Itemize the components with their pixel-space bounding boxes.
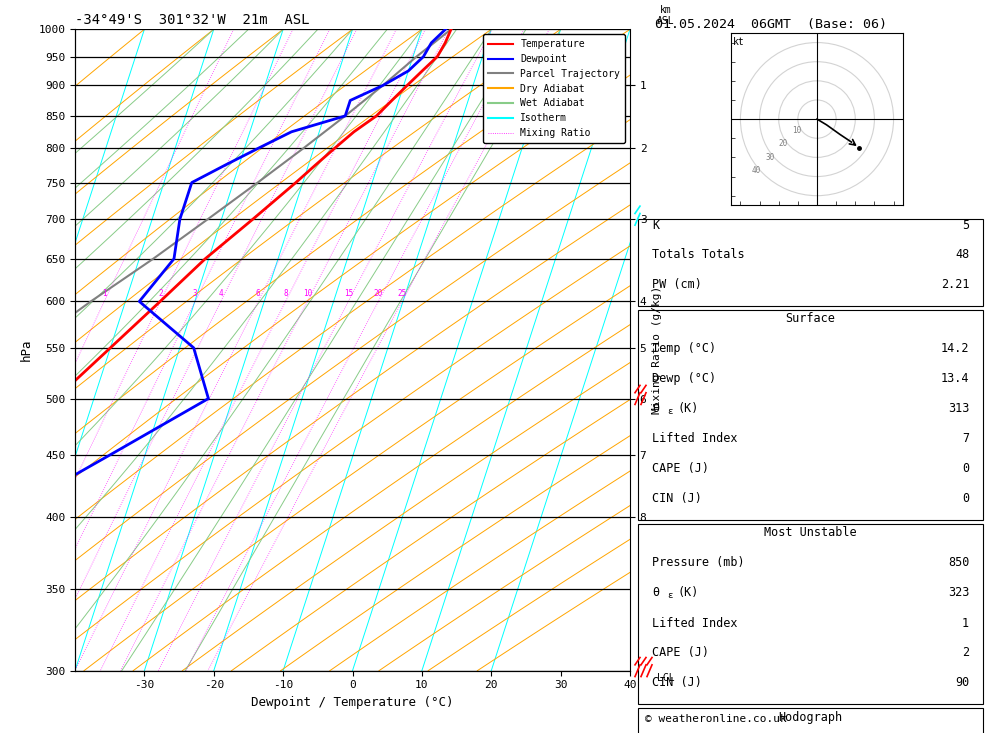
Text: 7: 7 [962,432,969,446]
Text: 20: 20 [374,289,383,298]
Text: Lifted Index: Lifted Index [652,432,737,446]
Text: 323: 323 [948,586,969,599]
Text: 90: 90 [955,676,969,689]
Text: 20: 20 [779,139,788,148]
Y-axis label: hPa: hPa [20,339,33,361]
Text: Pressure (mb): Pressure (mb) [652,556,744,569]
Text: 313: 313 [948,402,969,415]
Text: 15: 15 [344,289,353,298]
Text: Surface: Surface [786,312,835,325]
Text: ε: ε [667,408,673,416]
Text: 0: 0 [962,463,969,475]
Text: 14.2: 14.2 [941,342,969,356]
Text: 6: 6 [256,289,260,298]
Text: (K): (K) [678,402,699,415]
Text: Hodograph: Hodograph [778,710,843,723]
Text: CAPE (J): CAPE (J) [652,463,709,475]
Text: θ: θ [652,402,659,415]
Text: 10: 10 [303,289,312,298]
Text: PW (cm): PW (cm) [652,278,702,291]
Text: 1: 1 [102,289,107,298]
Y-axis label: Mixing Ratio (g/kg): Mixing Ratio (g/kg) [652,286,662,414]
Text: Dewp (°C): Dewp (°C) [652,372,716,385]
Text: Totals Totals: Totals Totals [652,248,744,261]
Text: 30: 30 [765,152,774,162]
Text: 40: 40 [752,166,761,175]
Text: CAPE (J): CAPE (J) [652,647,709,660]
Text: 0: 0 [962,492,969,505]
X-axis label: Dewpoint / Temperature (°C): Dewpoint / Temperature (°C) [251,696,454,709]
Text: 13.4: 13.4 [941,372,969,385]
Text: 5: 5 [962,218,969,232]
Text: LCL: LCL [657,673,675,682]
Text: 3: 3 [193,289,198,298]
Text: Most Unstable: Most Unstable [764,526,857,539]
Text: 850: 850 [948,556,969,569]
Text: ε: ε [667,592,673,600]
Text: CIN (J): CIN (J) [652,492,702,505]
Text: 25: 25 [397,289,407,298]
Text: 1: 1 [962,616,969,630]
Text: km
ASL: km ASL [657,4,675,26]
Text: K: K [652,218,659,232]
Text: 4: 4 [218,289,223,298]
Legend: Temperature, Dewpoint, Parcel Trajectory, Dry Adiabat, Wet Adiabat, Isotherm, Mi: Temperature, Dewpoint, Parcel Trajectory… [483,34,625,143]
Text: -34°49'S  301°32'W  21m  ASL: -34°49'S 301°32'W 21m ASL [75,12,310,27]
Text: 10: 10 [792,125,802,135]
Text: CIN (J): CIN (J) [652,676,702,689]
Text: 2: 2 [962,647,969,660]
Text: 8: 8 [283,289,288,298]
Text: Lifted Index: Lifted Index [652,616,737,630]
Text: θ: θ [652,586,659,599]
Text: © weatheronline.co.uk: © weatheronline.co.uk [645,714,787,724]
Text: 48: 48 [955,248,969,261]
Text: 01.05.2024  06GMT  (Base: 06): 01.05.2024 06GMT (Base: 06) [655,18,887,32]
Text: Temp (°C): Temp (°C) [652,342,716,356]
Text: 2: 2 [158,289,163,298]
Text: (K): (K) [678,586,699,599]
Text: 2.21: 2.21 [941,278,969,291]
Text: kt: kt [733,37,745,47]
